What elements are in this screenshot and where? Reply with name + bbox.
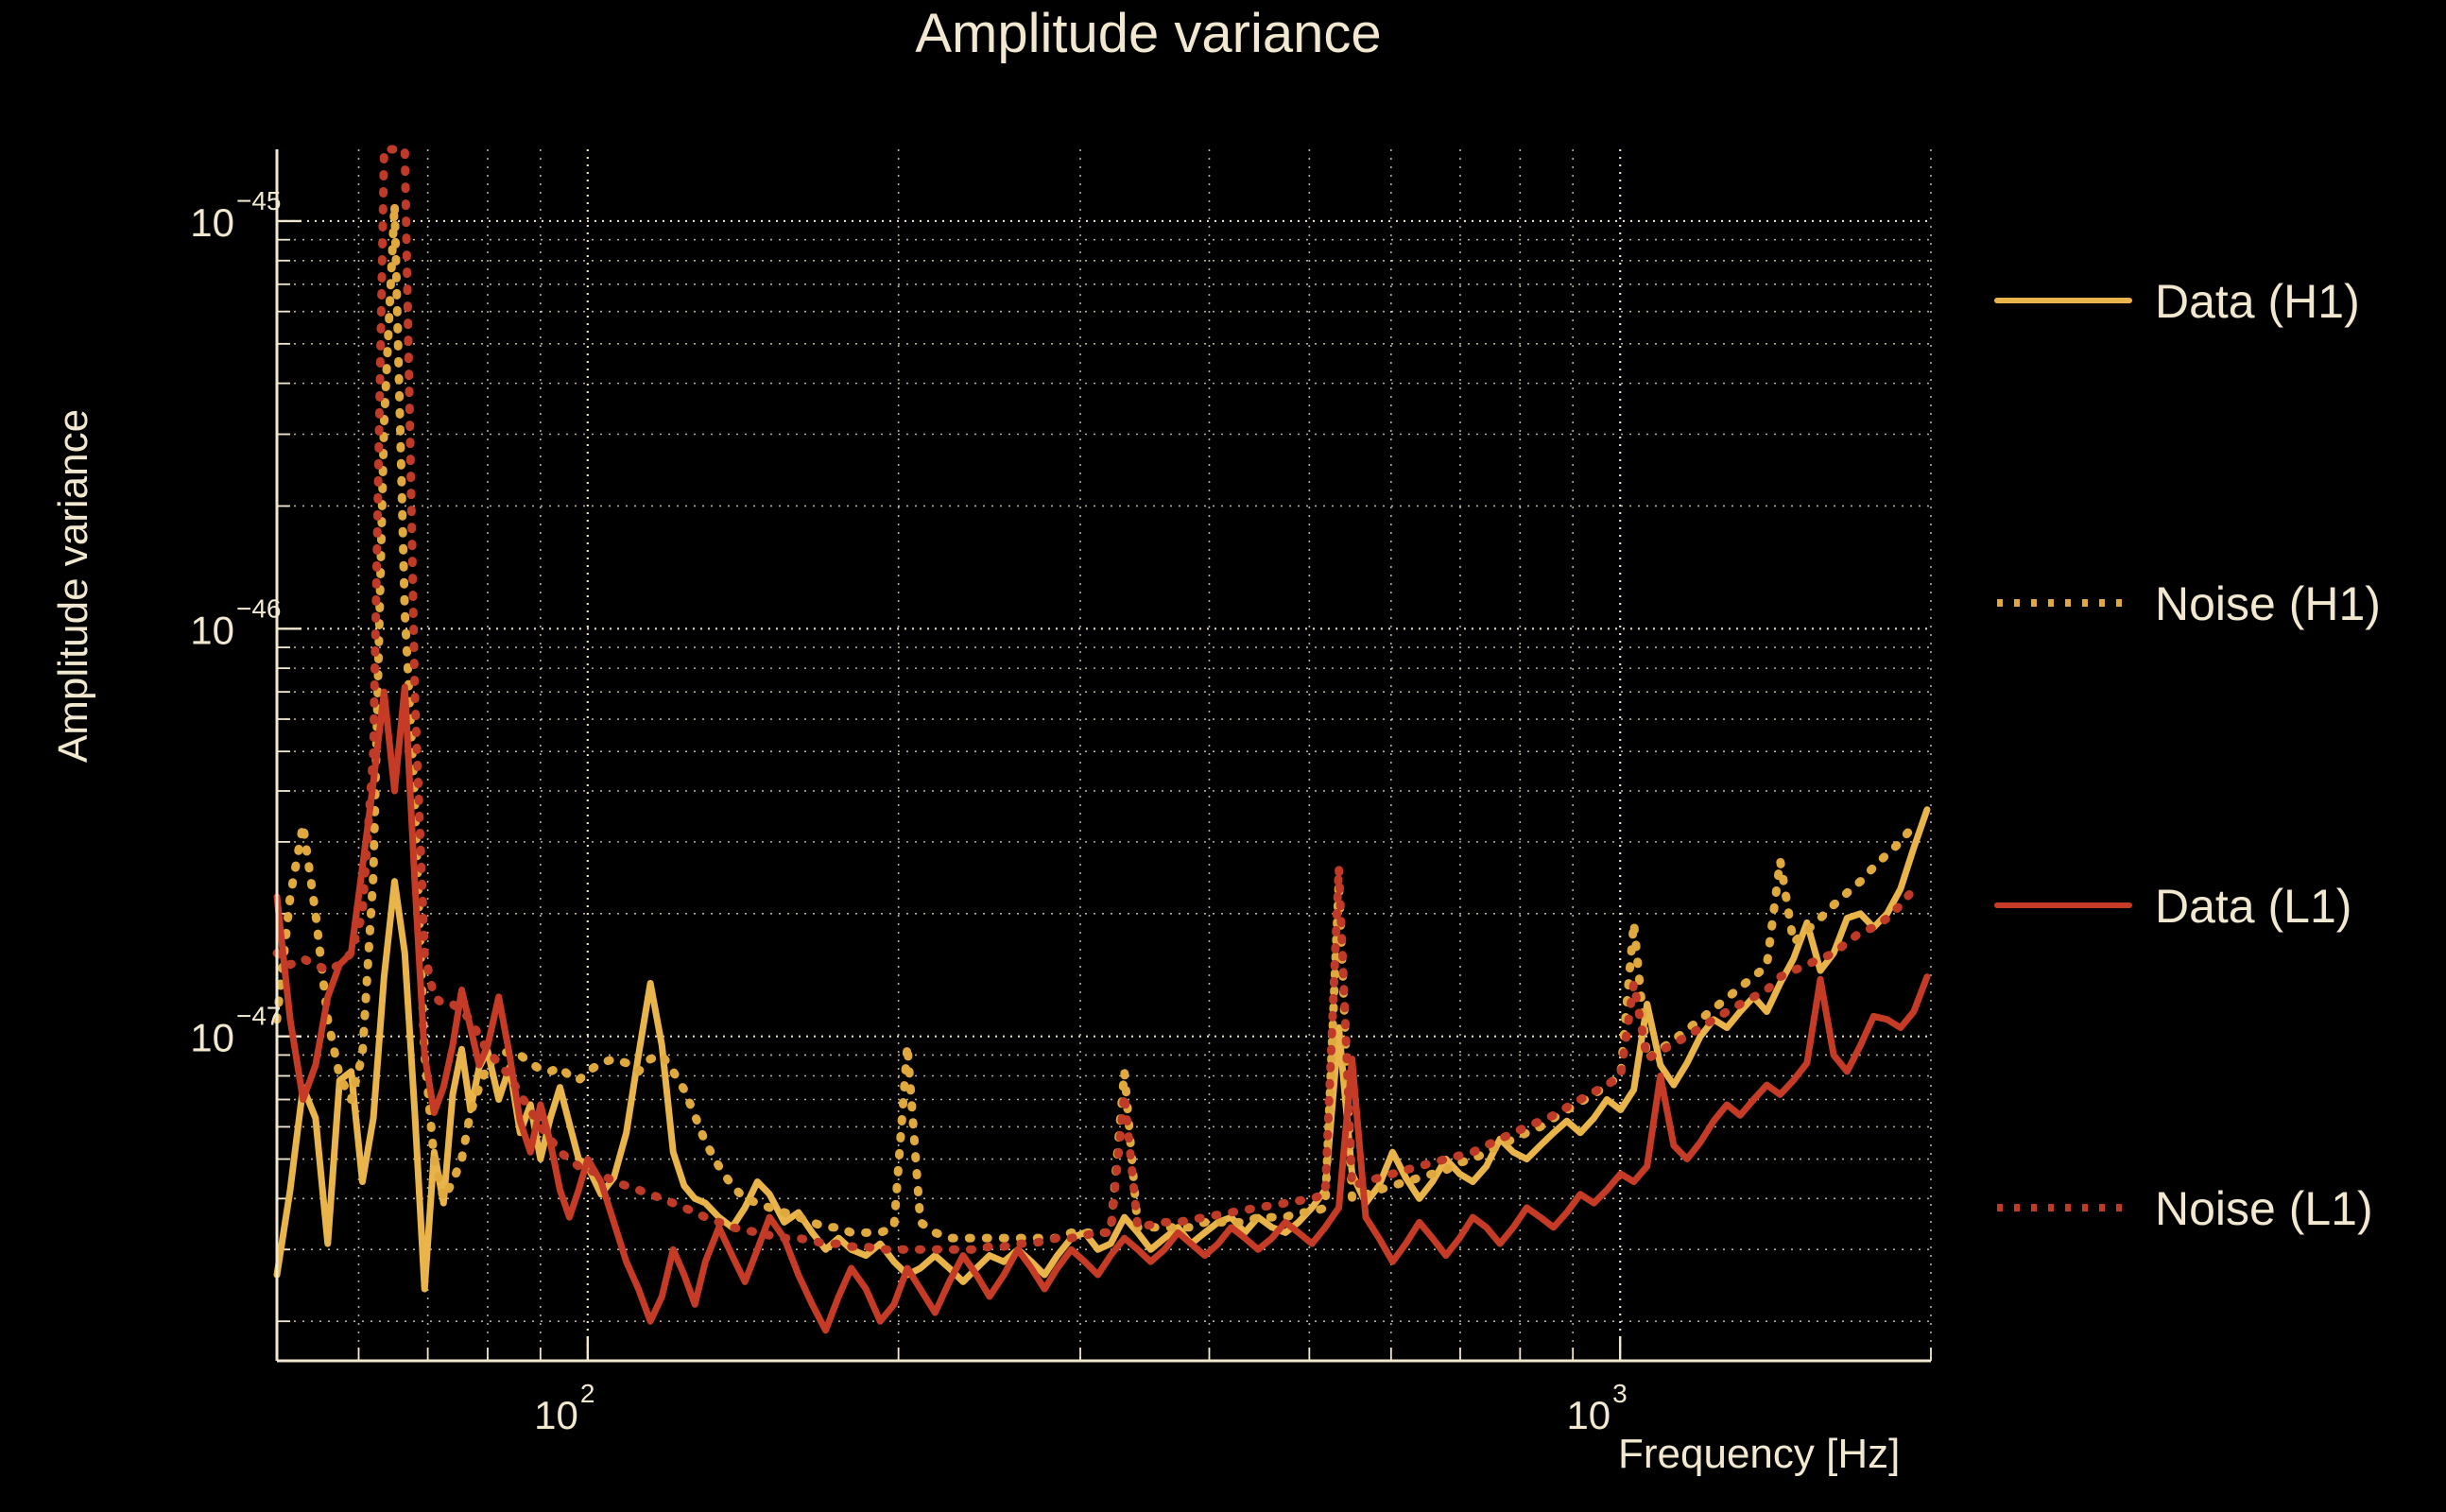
legend-label: Noise (H1) (2155, 577, 2381, 630)
series-path-noise-l1 (272, 145, 1919, 1254)
x-tick-label: 10 3 (1566, 1379, 1627, 1437)
y-tick-mantissa: 10 (190, 1016, 234, 1060)
legend-label: Data (L1) (2155, 880, 2351, 933)
legend-item-data-h1[interactable]: Data (H1) (1994, 275, 2360, 328)
x-tick-label: 10 2 (534, 1379, 594, 1437)
legend-label: Noise (L1) (2155, 1182, 2373, 1235)
legend-item-data-l1[interactable]: Data (L1) (1994, 880, 2351, 933)
y-tick-label: 10 −47 (190, 1002, 281, 1060)
legend-item-noise-h1[interactable]: Noise (H1) (1997, 577, 2381, 630)
chart-title: Amplitude variance (915, 3, 1381, 64)
legend: Data (H1) Noise (H1) Data (L1) Noise (L1) (1994, 275, 2381, 1235)
x-tick-mantissa: 10 (534, 1393, 578, 1437)
series-path-data-l1 (273, 683, 1931, 1334)
gridlines (276, 149, 1932, 1361)
y-tick-exponent: −47 (236, 1002, 282, 1031)
x-axis-label: Frequency [Hz] (1618, 1431, 1900, 1477)
legend-item-noise-l1[interactable]: Noise (L1) (1997, 1182, 2373, 1235)
y-tick-mantissa: 10 (190, 200, 234, 245)
x-tick-exponent: 3 (1612, 1379, 1628, 1408)
y-tick-mantissa: 10 (190, 608, 234, 652)
y-tick-exponent: −46 (236, 593, 282, 623)
x-tick-exponent: 2 (580, 1379, 595, 1408)
y-tick-label: 10 −46 (190, 593, 281, 652)
x-tick-labels: 10 2 10 3 (534, 1379, 1628, 1437)
legend-label: Data (H1) (2155, 275, 2360, 328)
y-tick-label: 10 −45 (190, 186, 281, 245)
y-axis-label: Amplitude variance (50, 409, 96, 763)
x-tick-mantissa: 10 (1566, 1393, 1611, 1437)
y-tick-exponent: −45 (236, 186, 282, 215)
data-series-layer (272, 145, 1931, 1334)
